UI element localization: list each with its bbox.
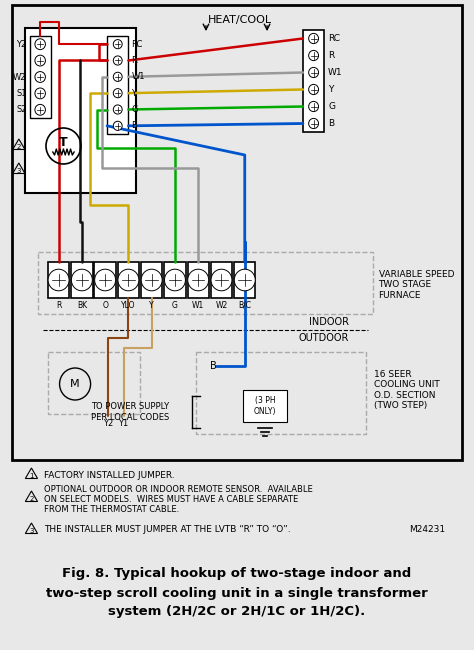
Circle shape [234, 269, 255, 291]
Text: Fig. 8. Typical hookup of two-stage indoor and: Fig. 8. Typical hookup of two-stage indo… [63, 567, 411, 580]
Text: B: B [210, 361, 217, 371]
Circle shape [113, 72, 122, 81]
Text: M: M [70, 379, 80, 389]
Text: YLO: YLO [121, 300, 136, 309]
Bar [48, 352, 140, 414]
Text: 16 SEER
COOLING UNIT
O.D. SECTION
(TWO STEP): 16 SEER COOLING UNIT O.D. SECTION (TWO S… [374, 370, 439, 410]
Circle shape [188, 269, 209, 291]
Bar [94, 262, 116, 298]
Bar [12, 5, 462, 460]
Text: B: B [328, 119, 334, 128]
Circle shape [309, 101, 319, 112]
Circle shape [211, 269, 232, 291]
Text: 2: 2 [17, 144, 21, 150]
Text: two-step scroll cooling unit in a single transformer: two-step scroll cooling unit in a single… [46, 586, 428, 599]
Text: W1: W1 [131, 72, 145, 81]
Text: B: B [131, 122, 137, 131]
Text: HEAT/COOL: HEAT/COOL [208, 15, 272, 25]
Bar [25, 28, 136, 193]
Circle shape [48, 269, 69, 291]
Text: W2: W2 [13, 73, 27, 81]
Text: FACTORY INSTALLED JUMPER.: FACTORY INSTALLED JUMPER. [44, 471, 175, 480]
Circle shape [113, 88, 122, 98]
Bar [141, 262, 162, 298]
Circle shape [309, 51, 319, 60]
Text: OUTDOOR: OUTDOOR [298, 333, 348, 343]
Circle shape [35, 72, 46, 83]
Text: 3: 3 [29, 528, 34, 534]
Circle shape [113, 40, 122, 49]
Circle shape [113, 105, 122, 114]
Text: T: T [59, 135, 68, 148]
Text: 1: 1 [29, 473, 34, 479]
Circle shape [309, 33, 319, 44]
Text: G: G [328, 102, 335, 111]
Circle shape [141, 269, 162, 291]
Text: O: O [102, 300, 108, 309]
Text: (3 PH
ONLY): (3 PH ONLY) [254, 396, 276, 416]
Bar [234, 262, 255, 298]
Bar [196, 352, 366, 434]
Text: R: R [328, 51, 334, 60]
Text: Y: Y [328, 85, 334, 94]
Text: W1: W1 [192, 300, 204, 309]
Text: G: G [172, 300, 178, 309]
Bar [107, 36, 128, 134]
Text: S1: S1 [16, 89, 27, 98]
Circle shape [309, 84, 319, 95]
Text: THE INSTALLER MUST JUMPER AT THE LVTB “R” TO “O”.: THE INSTALLER MUST JUMPER AT THE LVTB “R… [44, 525, 291, 534]
Bar [303, 30, 324, 132]
Text: Y: Y [149, 300, 154, 309]
Circle shape [95, 269, 116, 291]
Text: RC: RC [328, 34, 340, 43]
Bar [243, 390, 287, 422]
Text: ON SELECT MODELS.  WIRES MUST HAVE A CABLE SEPARATE: ON SELECT MODELS. WIRES MUST HAVE A CABL… [44, 495, 298, 504]
Circle shape [35, 105, 46, 115]
Text: OPTIONAL OUTDOOR OR INDOOR REMOTE SENSOR.  AVAILABLE: OPTIONAL OUTDOOR OR INDOOR REMOTE SENSOR… [44, 486, 313, 495]
Text: 3: 3 [17, 168, 21, 174]
Circle shape [72, 269, 92, 291]
Text: B/C: B/C [238, 300, 251, 309]
Text: R: R [56, 300, 61, 309]
Bar [29, 36, 51, 118]
Text: RC: RC [131, 40, 143, 49]
Text: 2: 2 [29, 496, 34, 502]
Text: W2: W2 [215, 300, 228, 309]
Text: VARIABLE SPEED
TWO STAGE
FURNACE: VARIABLE SPEED TWO STAGE FURNACE [379, 270, 454, 300]
Bar [118, 262, 139, 298]
Circle shape [164, 269, 185, 291]
Text: M24231: M24231 [410, 525, 446, 534]
Bar [48, 262, 69, 298]
Text: G: G [131, 105, 138, 114]
Text: Y1: Y1 [118, 419, 128, 428]
Circle shape [35, 39, 46, 49]
Bar [211, 262, 232, 298]
Text: system (2H/2C or 2H/1C or 1H/2C).: system (2H/2C or 2H/1C or 1H/2C). [109, 606, 365, 619]
Circle shape [309, 118, 319, 129]
Circle shape [309, 68, 319, 77]
Text: BK: BK [77, 300, 87, 309]
Text: INDOOR: INDOOR [309, 317, 348, 327]
Text: TO POWER SUPPLY
PER LOCAL CODES: TO POWER SUPPLY PER LOCAL CODES [91, 402, 169, 422]
Text: Y2: Y2 [16, 40, 27, 49]
Circle shape [113, 56, 122, 65]
Circle shape [118, 269, 139, 291]
Bar [71, 262, 92, 298]
Circle shape [35, 55, 46, 66]
Bar [38, 252, 373, 314]
Text: Y: Y [131, 88, 137, 98]
Text: S2: S2 [16, 105, 27, 114]
Bar [188, 262, 209, 298]
Text: W1: W1 [328, 68, 343, 77]
Circle shape [113, 122, 122, 131]
Text: FROM THE THERMOSTAT CABLE.: FROM THE THERMOSTAT CABLE. [44, 506, 179, 515]
Bar [164, 262, 186, 298]
Text: R: R [131, 56, 137, 65]
Text: Y2: Y2 [103, 419, 113, 428]
Circle shape [35, 88, 46, 99]
